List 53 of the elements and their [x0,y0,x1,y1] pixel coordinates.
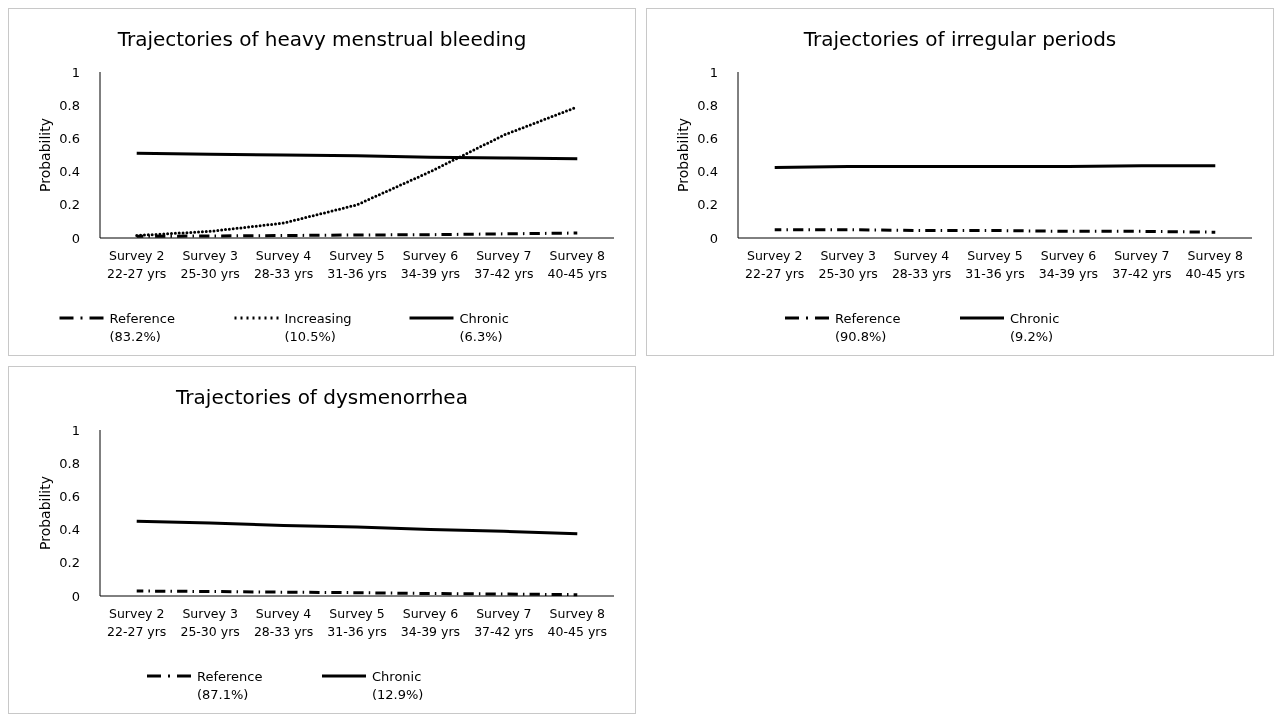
line-series [135,519,579,536]
x-tick-label: Survey 8 40-45 yrs [547,248,607,281]
y-tick-label: 1 [71,64,80,80]
x-tick-label: Survey 5 31-36 yrs [965,248,1025,281]
y-tick-label: 0 [71,588,80,604]
legend-label: Reference (87.1%) [197,669,263,702]
x-tick-label: Survey 2 22-27 yrs [107,248,167,281]
y-tick-label: 1 [709,64,718,80]
x-tick-label: Survey 7 37-42 yrs [1112,248,1172,281]
y-axis-title: Probability [37,475,53,551]
x-tick-label: Survey 6 34-39 yrs [1038,248,1099,281]
legend-label: Chronic (6.3%) [459,311,509,344]
x-tick-label: Survey 5 31-36 yrs [327,248,387,281]
legend-label: Chronic (12.9%) [372,669,424,702]
x-tick-label: Survey 6 34-39 yrs [400,606,461,639]
y-tick-label: 0 [709,230,718,246]
legend-label: Reference (83.2%) [109,311,175,344]
y-tick-label: 0.4 [59,164,80,180]
y-tick-label: 1 [71,422,80,438]
y-tick-label: 0.6 [697,130,718,146]
x-tick-label: Survey 8 40-45 yrs [547,606,607,639]
y-tick-label: 0.8 [697,97,718,113]
legend-label: Reference (90.8%) [835,311,901,344]
legend-label: Chronic (9.2%) [1010,311,1060,344]
y-tick-label: 0.2 [59,197,80,213]
y-axis-title: Probability [37,117,53,193]
x-tick-label: Survey 8 40-45 yrs [1185,248,1245,281]
chart-title: Trajectories of irregular periods [802,27,1117,51]
x-tick-label: Survey 7 37-42 yrs [474,248,534,281]
legend-label: Increasing (10.5%) [284,311,352,344]
y-tick-label: 0.6 [59,488,80,504]
y-tick-label: 0.6 [59,130,80,146]
x-tick-label: Survey 4 28-33 yrs [891,248,952,281]
y-tick-label: 0.8 [59,455,80,471]
chart-title: Trajectories of dysmenorrhea [175,385,468,409]
x-tick-label: Survey 3 25-30 yrs [180,606,240,639]
x-tick-label: Survey 3 25-30 yrs [180,248,240,281]
x-tick-label: Survey 4 28-33 yrs [253,606,314,639]
x-tick-label: Survey 5 31-36 yrs [327,606,387,639]
y-tick-label: 0 [71,230,80,246]
x-tick-label: Survey 3 25-30 yrs [818,248,878,281]
x-tick-label: Survey 4 28-33 yrs [253,248,314,281]
y-tick-label: 0.8 [59,97,80,113]
y-tick-label: 0.2 [59,555,80,571]
y-tick-label: 0.4 [59,522,80,538]
x-tick-label: Survey 2 22-27 yrs [745,248,805,281]
y-tick-label: 0.2 [697,197,718,213]
x-tick-label: Survey 7 37-42 yrs [474,606,534,639]
y-tick-label: 0.4 [697,164,718,180]
chart-title: Trajectories of heavy menstrual bleeding [116,27,527,51]
x-tick-label: Survey 2 22-27 yrs [107,606,167,639]
y-axis-title: Probability [675,117,691,193]
x-tick-label: Survey 6 34-39 yrs [400,248,461,281]
